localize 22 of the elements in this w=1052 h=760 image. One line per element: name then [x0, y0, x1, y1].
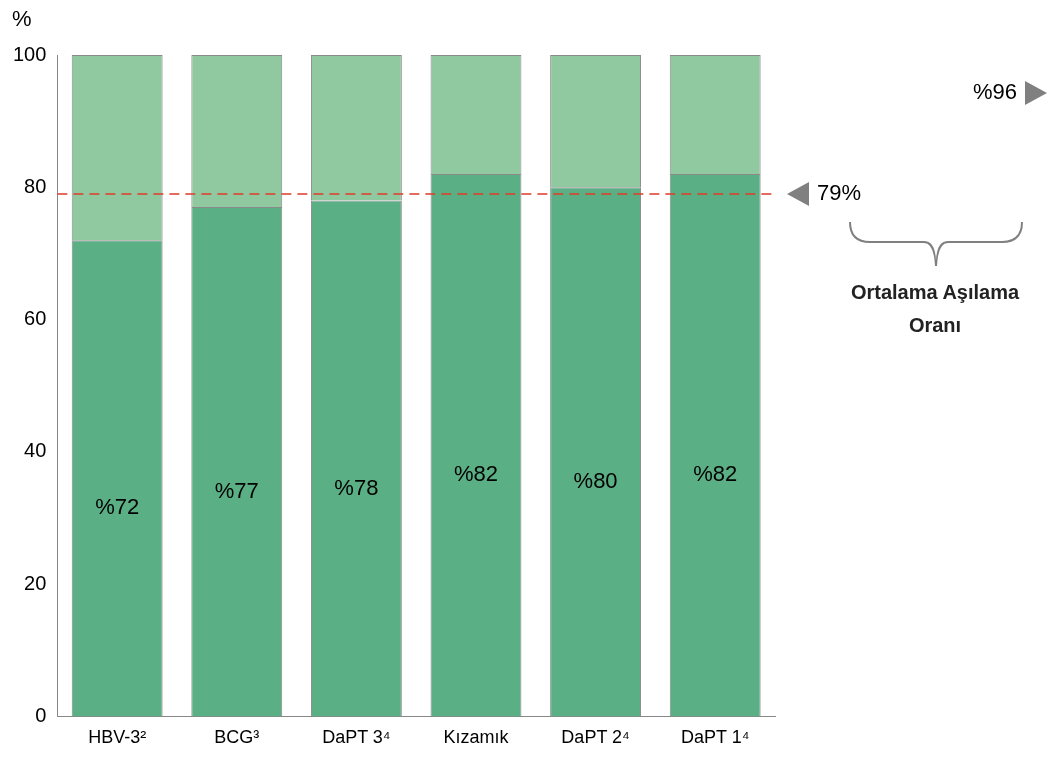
ref-line-label: 79% [817, 179, 862, 205]
y-tick-label: 60 [24, 307, 47, 330]
y-axis-title: % [12, 6, 32, 32]
data-label: %82 [693, 461, 738, 487]
y-tick-label: 0 [35, 703, 47, 726]
y-tick-label: 80 [24, 174, 47, 197]
y-tick-label: 20 [24, 571, 47, 594]
x-tick-label: DaPT 1⁴ [680, 727, 750, 748]
data-label: %80 [573, 467, 618, 493]
y-tick-label: 100 [12, 42, 47, 65]
text: Ortalama Aşılama Oranı [850, 280, 1020, 336]
x-tick-label: BCG³ [214, 727, 260, 748]
data-label: %72 [95, 494, 140, 520]
x-tick-label: Kızamık [443, 727, 510, 748]
data-label: %78 [334, 474, 379, 500]
x-tick-label: DaPT 2⁴ [561, 727, 630, 748]
data-label: %82 [453, 461, 499, 487]
x-tick-label: DaPT 3⁴ [322, 727, 391, 748]
data-label: %77 [214, 477, 259, 503]
text: %96 [972, 79, 1017, 105]
y-tick-label: 40 [24, 439, 47, 462]
x-tick-label: HBV-3² [88, 727, 147, 748]
